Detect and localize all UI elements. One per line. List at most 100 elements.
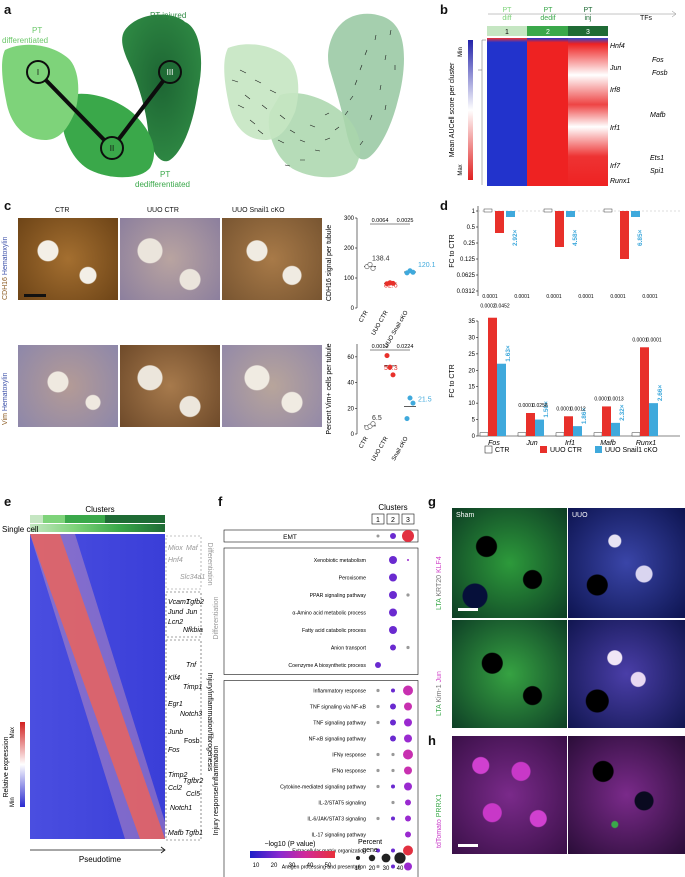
stain-vim: Vim Hematoxylin	[2, 372, 9, 425]
fold-label: 1.50×	[543, 401, 550, 418]
g-uuo-label: UUO	[572, 512, 588, 519]
dot	[404, 702, 412, 711]
bar-ctr	[517, 432, 527, 437]
panel-letter-a: a	[4, 2, 12, 17]
data-point	[390, 372, 396, 378]
legend-swatch	[540, 446, 547, 453]
cluster-box	[386, 513, 400, 525]
dot	[391, 768, 395, 773]
dot	[391, 800, 395, 805]
dot	[376, 784, 380, 789]
p-value: 0.0001	[646, 337, 662, 343]
micro-cdh16-cko	[222, 218, 322, 300]
dot	[404, 782, 412, 791]
f-legend-size-2: gene	[362, 847, 378, 854]
scale-bar-c	[24, 294, 46, 297]
scale-min: Min	[458, 47, 464, 57]
bar-ctr	[631, 432, 641, 437]
dot	[376, 848, 380, 853]
term-inj: NF-κB signaling pathway	[309, 737, 367, 743]
data-point	[407, 395, 413, 401]
f-size-dot	[381, 853, 391, 863]
term-diff: PPAR signaling pathway	[310, 593, 367, 599]
p-value: 0.0258	[532, 403, 548, 409]
gene-notch1: Notch1	[170, 805, 192, 812]
scale-bar-g	[458, 608, 478, 611]
gene-fos: Fos	[168, 747, 180, 754]
bar-uuo-top	[495, 211, 504, 233]
col-header-pt-dedif-2: dedif	[540, 15, 555, 22]
gene-label: Runx1	[636, 440, 656, 447]
fold-label: 1.63×	[505, 345, 512, 362]
dot	[376, 768, 380, 773]
micro-vim-uuo	[120, 345, 220, 427]
gene-label: Fos	[488, 440, 500, 447]
data-point	[410, 269, 416, 275]
p-value: 0.0025	[397, 218, 414, 224]
dot	[407, 559, 409, 561]
fold-label: 1.86×	[581, 407, 588, 424]
e-section-injury: Injury/inflammation/fibrogenesis	[206, 673, 213, 772]
diff-box	[223, 547, 419, 675]
cond-uuo-ctr: UUO CTR	[147, 207, 179, 214]
dot	[390, 703, 396, 710]
dot	[390, 533, 396, 539]
data-point	[384, 353, 390, 359]
f-legend-size-1: Percent	[358, 839, 382, 846]
dot	[391, 688, 395, 693]
dot	[406, 593, 410, 597]
e-scale-min: Min	[10, 797, 16, 807]
tf-hnf4: Hnf4	[610, 43, 625, 50]
term-inj: IL-6/JAK/STAT3 signaling	[307, 817, 366, 823]
panel-b-heatmap: PT diff PT dedif PT inj TFs 1 2 3 Min Ma…	[449, 7, 677, 186]
bar-uuo	[602, 406, 611, 436]
panel-letter-e: e	[4, 494, 12, 509]
gene-slc34a1: Slc34a1	[180, 574, 205, 581]
e-single-cell-1: Single cell	[2, 525, 39, 534]
umap-pt-diff-cluster	[2, 44, 79, 140]
mean-label: 120.1	[418, 262, 436, 269]
dot	[389, 573, 397, 582]
dot	[389, 591, 397, 599]
cluster-box	[371, 513, 385, 525]
fold-label: 2.66×	[657, 384, 664, 401]
term-inj: IFNγ response	[332, 753, 366, 759]
cluster-box	[401, 513, 415, 525]
fold-label: 4.58×	[572, 229, 579, 246]
node-i	[26, 60, 50, 84]
dot	[376, 534, 380, 538]
gene-junb: Junb	[167, 729, 183, 736]
p-value: 0.0002	[480, 304, 496, 310]
dot	[376, 720, 380, 725]
ytick-label: 0.125	[460, 257, 476, 263]
panel-e-heatmap: Clusters Single cell Max Min Relative ex…	[2, 505, 213, 864]
dot	[376, 816, 380, 821]
bar-ctr-top	[543, 208, 553, 213]
dot	[405, 799, 411, 806]
gene-lcn2: Lcn2	[168, 619, 183, 626]
legend-label: UUO Snail1 cKO	[605, 447, 658, 454]
panel-letter-f: f	[218, 494, 223, 509]
term-diff: Coenzyme A biosynthetic process	[288, 663, 366, 669]
p-value: 0.0001	[578, 294, 594, 300]
bar-ctr	[593, 432, 603, 437]
f-color-tick: 10	[253, 863, 260, 869]
node-i-label: I	[37, 68, 39, 77]
cond-uuo-cko: UUO Snail1 cKO	[232, 207, 285, 214]
bar-uuo-top	[620, 211, 629, 259]
dot	[389, 556, 397, 564]
data-point	[370, 265, 376, 271]
bar-uuo	[526, 413, 535, 436]
gene-fosb: Fosb	[184, 738, 200, 745]
data-point	[404, 416, 410, 422]
f-size-dot	[368, 854, 376, 862]
ytick-label: 100	[344, 276, 355, 282]
dot	[403, 685, 413, 696]
gene-vcam1: Vcam1	[168, 599, 190, 606]
gene-label: Mafb	[600, 440, 616, 447]
bar-ctr-top	[483, 208, 493, 213]
gene-klf4: Klf4	[168, 675, 180, 682]
e-ylabel: Relative expression	[3, 736, 10, 797]
mean-label: 6.5	[372, 415, 382, 422]
ytick-label: 60	[347, 355, 354, 361]
